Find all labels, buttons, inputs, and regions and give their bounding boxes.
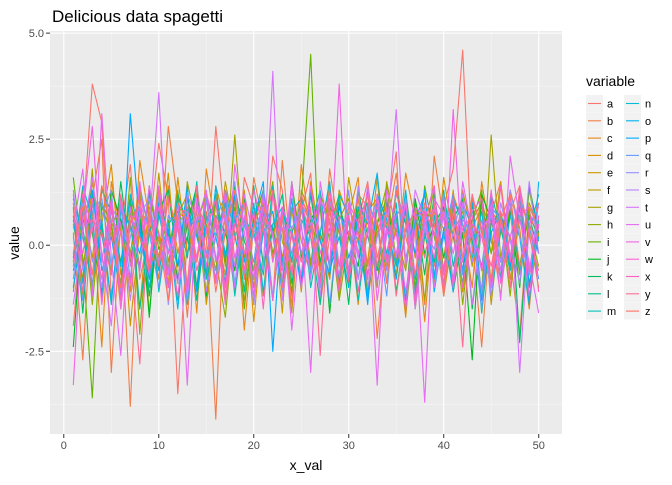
legend-title: variable — [586, 73, 635, 89]
legend-item-y: y — [624, 285, 651, 303]
x-tick-label: 10 — [153, 440, 165, 452]
legend-item-a: a — [586, 95, 614, 112]
legend-item-q: q — [624, 146, 651, 164]
legend-item-u: u — [624, 216, 651, 234]
legend-item-o: o — [624, 112, 651, 130]
legend-item-e: e — [586, 164, 613, 182]
y-tick-label: 2.5 — [29, 134, 44, 146]
legend-item-k: k — [586, 268, 613, 285]
x-tick-label: 20 — [248, 440, 260, 452]
x-tick-label: 50 — [533, 440, 545, 452]
legend-item-t: t — [624, 198, 648, 216]
legend-item-p: p — [624, 129, 651, 147]
legend-item-n: n — [624, 95, 651, 112]
legend-label: i — [607, 237, 609, 249]
legend-item-w: w — [624, 250, 653, 268]
x-axis: 0 10 20 30 40 50 — [61, 434, 545, 452]
series-line-t — [72, 70, 540, 374]
y-tick-label: 0.0 — [29, 240, 44, 252]
legend-label: b — [607, 116, 613, 128]
legend-item-c: c — [586, 129, 613, 147]
series-line-u — [72, 113, 540, 403]
legend-label: z — [645, 306, 651, 318]
chart-title: Delicious data spagetti — [52, 7, 223, 26]
legend-label: f — [607, 185, 611, 197]
legend-item-h: h — [586, 216, 613, 234]
legend-label: d — [607, 150, 613, 162]
legend-label: n — [645, 99, 651, 111]
x-axis-title: x_val — [290, 457, 323, 473]
legend-label: p — [645, 133, 651, 145]
legend-item-g: g — [586, 198, 613, 216]
legend-item-x: x — [624, 268, 651, 285]
legend-label: r — [645, 168, 649, 180]
legend-label: m — [607, 306, 616, 318]
legend-label: w — [644, 254, 653, 266]
legend-label: s — [645, 185, 651, 197]
legend-label: a — [607, 99, 614, 111]
legend-label: v — [645, 237, 651, 249]
legend-item-z: z — [624, 302, 651, 320]
legend-label: q — [645, 150, 651, 162]
legend-label: j — [606, 254, 609, 266]
series-line-x — [72, 185, 540, 310]
legend-item-f: f — [586, 181, 611, 199]
legend-item-b: b — [586, 112, 613, 130]
legend-label: u — [645, 220, 651, 232]
y-axis: -2.5 0.0 2.5 5.0 — [25, 28, 50, 358]
legend-label: t — [645, 202, 648, 214]
legend-label: k — [607, 272, 613, 284]
series-line-q — [72, 185, 540, 310]
series-line-z — [72, 185, 540, 306]
x-tick-label: 0 — [61, 440, 67, 452]
legend-label: x — [645, 272, 651, 284]
legend-label: h — [607, 220, 613, 232]
legend-item-v: v — [624, 233, 651, 251]
legend-item-i: i — [586, 233, 609, 251]
series-line-w — [72, 181, 540, 310]
legend-item-j: j — [586, 250, 609, 268]
legend-label: y — [645, 289, 651, 301]
y-tick-label: 5.0 — [29, 28, 44, 40]
legend-label: o — [645, 116, 651, 128]
series-line-y — [72, 185, 540, 365]
legend-item-d: d — [586, 146, 613, 164]
x-tick-label: 30 — [343, 440, 355, 452]
y-axis-title: value — [6, 226, 22, 260]
x-tick-label: 40 — [438, 440, 450, 452]
y-tick-label: -2.5 — [25, 346, 44, 358]
legend-label: l — [607, 289, 609, 301]
legend-item-l: l — [586, 285, 609, 303]
series-lines — [72, 49, 540, 420]
legend-item-m: m — [586, 302, 616, 320]
legend-label: c — [607, 133, 613, 145]
legend-label: g — [607, 202, 613, 214]
legend-label: e — [607, 168, 613, 180]
legend-item-s: s — [624, 181, 651, 199]
legend-item-r: r — [624, 164, 649, 182]
